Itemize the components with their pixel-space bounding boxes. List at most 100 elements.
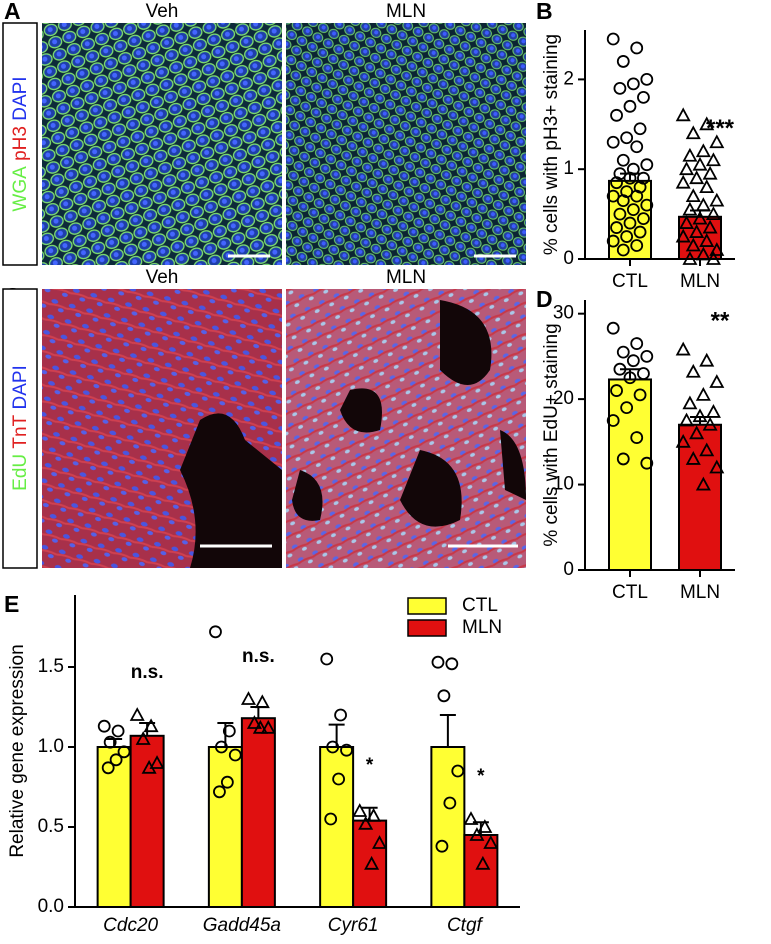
data-point: [692, 210, 708, 225]
stain-name: DAPI: [10, 365, 31, 409]
y-tick-label: 1: [563, 158, 574, 179]
data-point: [103, 735, 117, 749]
data-point: [699, 116, 715, 131]
data-point: [692, 156, 708, 171]
micrograph: [286, 23, 526, 265]
data-point: [475, 855, 491, 870]
data-point: [240, 691, 256, 705]
y-tick-label: 1.0: [38, 736, 64, 757]
data-point: [606, 321, 620, 335]
data-point: [320, 652, 334, 666]
data-point: [679, 412, 695, 427]
panel-letter: E: [4, 591, 19, 617]
stain-name: WGA: [10, 166, 31, 212]
significance: n.s.: [242, 646, 275, 667]
data-point: [626, 354, 640, 368]
data-point: [640, 198, 654, 212]
data-point: [685, 451, 701, 465]
data-point: [463, 811, 479, 825]
x-tick-label: MLN: [680, 271, 720, 292]
x-tick-label: MLN: [680, 582, 720, 603]
y-tick-label: 0: [563, 559, 574, 580]
bar: [240, 717, 276, 909]
data-point: [640, 456, 654, 470]
data-point: [101, 761, 115, 775]
data-point: [699, 179, 715, 194]
data-point: [620, 230, 634, 243]
data-point: [222, 724, 236, 738]
data-point: [215, 740, 228, 754]
y-tick-label: 20: [553, 388, 574, 409]
micrograph: [286, 289, 526, 568]
data-point: [637, 90, 650, 104]
data-point: [616, 243, 630, 257]
data-point: [689, 170, 705, 185]
data-point: [679, 215, 695, 229]
data-point: [483, 835, 499, 849]
data-point: [682, 147, 698, 162]
data-point: [689, 224, 705, 238]
column-label: Veh: [146, 267, 179, 288]
data-point: [606, 234, 620, 248]
data-point: [699, 352, 715, 367]
y-axis-title: Relative gene expression: [7, 644, 28, 857]
data-point: [685, 188, 701, 203]
stain-box: [2, 22, 38, 266]
data-point: [443, 796, 457, 810]
y-tick-label: 1.5: [38, 656, 64, 677]
data-point: [640, 72, 654, 86]
data-point: [675, 107, 691, 122]
data-point: [633, 225, 647, 239]
y-tick-label: 0: [563, 248, 574, 269]
data-point: [633, 388, 647, 402]
data-point: [610, 221, 623, 234]
data-point: [709, 459, 725, 474]
data-point: [332, 772, 346, 786]
data-point: [623, 171, 637, 185]
y-tick-label: 0.5: [38, 816, 64, 837]
data-point: [111, 724, 125, 738]
data-point: [685, 237, 701, 252]
data-point: [326, 740, 340, 754]
stain-name: DAPI: [10, 76, 31, 120]
data-point: [620, 131, 634, 145]
y-tick-label: 0.0: [38, 896, 64, 917]
data-point: [630, 189, 644, 203]
data-point: [626, 77, 640, 91]
data-point: [685, 125, 701, 140]
data-point: [682, 395, 698, 410]
significance: **: [711, 307, 730, 334]
data-point: [372, 835, 388, 849]
legend-label: MLN: [462, 617, 502, 638]
data-point: [228, 748, 242, 762]
data-point: [209, 625, 222, 639]
x-tick-label: CTL: [612, 271, 648, 292]
panel-letter: B: [536, 0, 553, 24]
data-point: [149, 755, 165, 769]
bar: [463, 834, 499, 908]
data-point: [695, 386, 711, 401]
data-point: [437, 689, 451, 703]
stain-box: [2, 288, 38, 569]
data-point: [613, 81, 627, 95]
data-point: [616, 345, 630, 359]
data-point: [709, 374, 725, 388]
data-point: [616, 55, 630, 68]
data-point: [675, 341, 691, 356]
data-point: [705, 206, 721, 220]
data-point: [431, 655, 445, 669]
data-point: [709, 134, 725, 149]
column-label: Veh: [146, 1, 179, 22]
data-point: [620, 401, 634, 415]
data-point: [699, 233, 715, 247]
significance: *: [366, 755, 374, 776]
data-point: [623, 99, 637, 113]
x-tick-label: Cdc20: [103, 915, 158, 936]
data-point: [630, 239, 644, 252]
significance: *: [477, 766, 485, 787]
y-tick-label: 30: [553, 303, 574, 324]
data-point: [451, 764, 465, 778]
data-point: [685, 363, 701, 378]
significance: ***: [706, 115, 735, 142]
